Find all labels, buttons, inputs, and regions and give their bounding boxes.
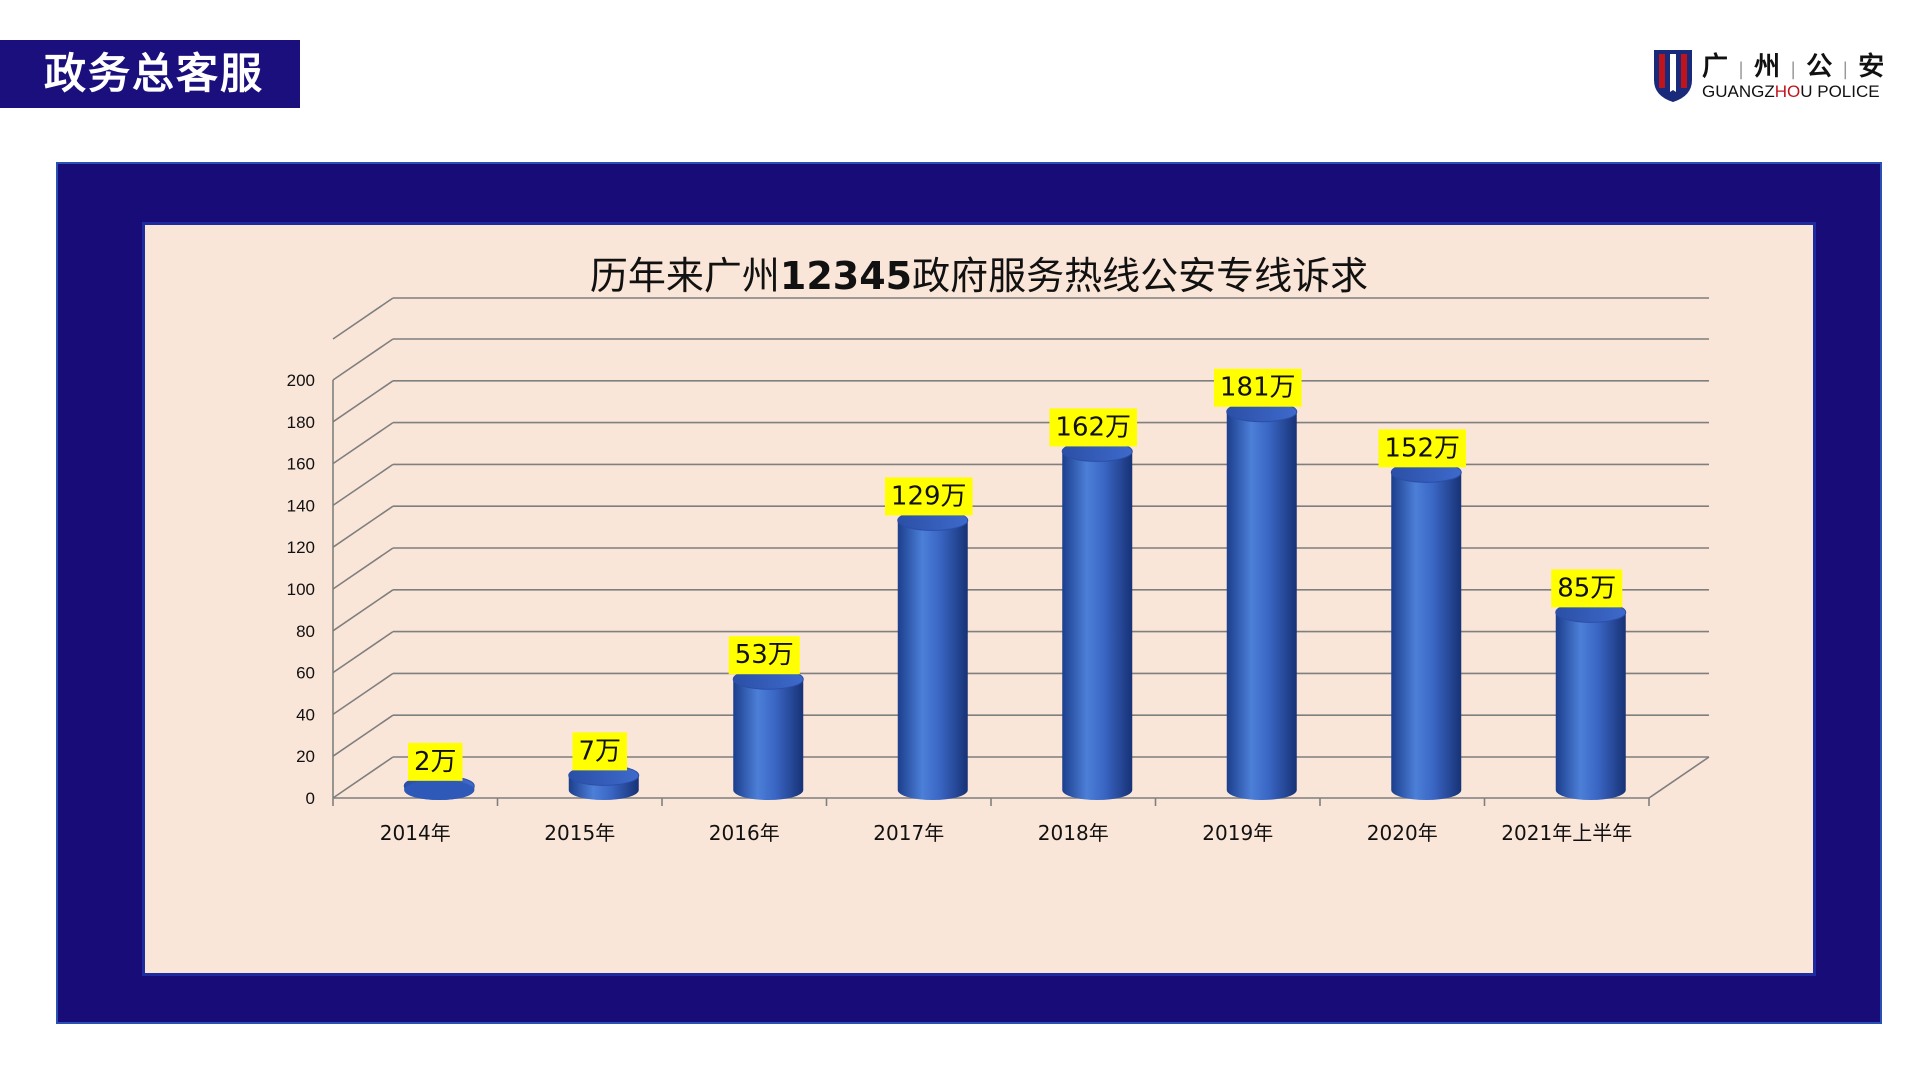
gridline-diagonal: [332, 505, 394, 548]
bar-top: [404, 780, 475, 800]
bar: [1226, 401, 1298, 800]
y-tick-label: 80: [296, 622, 315, 641]
x-category-label: 2021年上半年: [1501, 821, 1632, 845]
floor-edge: [1648, 756, 1710, 799]
x-category-label: 2014年: [380, 821, 451, 845]
y-tick-label: 0: [306, 789, 315, 808]
data-label: 129万: [884, 477, 973, 516]
gridline-diagonal: [332, 714, 394, 757]
gridline-diagonal: [332, 630, 394, 674]
bar-body: [1391, 472, 1462, 800]
data-label: 152万: [1378, 429, 1467, 468]
bar-body: [1226, 411, 1297, 800]
gridline-diagonal: [332, 421, 394, 465]
x-category-label: 2018年: [1038, 821, 1109, 845]
chart-title: 历年来广州12345政府服务热线公安专线诉求: [589, 254, 1369, 298]
x-category-label: 2016年: [709, 821, 780, 845]
data-label-text: 2万: [414, 747, 457, 777]
y-tick-label: 200: [287, 371, 315, 390]
logo-chinese-name: 广 | 州 | 公 | 安: [1702, 52, 1889, 82]
data-label-text: 181万: [1220, 373, 1296, 403]
x-category-label: 2020年: [1367, 821, 1438, 845]
data-label: 162万: [1049, 408, 1138, 447]
gridline-diagonal: [332, 672, 394, 716]
data-label-text: 162万: [1055, 412, 1131, 442]
data-label-box: [884, 477, 973, 516]
logo-english-name: GUANGZHOU POLICE: [1702, 82, 1880, 101]
data-label: 2万: [407, 742, 463, 781]
data-label-box: [1551, 569, 1623, 608]
bar: [1390, 461, 1462, 800]
data-label-box: [407, 742, 463, 781]
chart-frame: 历年来广州12345政府服务热线公安专线诉求 0 20 40 60 80 100 120 14…: [56, 162, 1882, 1024]
y-tick-label: 60: [296, 664, 315, 683]
gridline-diagonal: [332, 380, 394, 423]
data-label-box: [572, 732, 628, 771]
bar: [403, 775, 475, 800]
x-category-label: 2017年: [873, 821, 944, 845]
bar-body: [1555, 612, 1626, 800]
data-label-box: [1213, 368, 1302, 407]
y-tick-label: 40: [296, 705, 315, 724]
data-label-text: 129万: [891, 481, 967, 511]
gridline-diagonal: [332, 297, 394, 340]
data-label-box: [728, 636, 800, 675]
data-label-text: 7万: [578, 736, 621, 766]
gridline-diagonal: [332, 589, 394, 632]
data-label: 181万: [1213, 368, 1302, 407]
bar: [897, 509, 969, 800]
bar-chart: 0 20 40 60 80 100 120 140 160 180 200 2014年 2015年 201…: [287, 297, 1710, 845]
bar-body: [733, 679, 804, 800]
gridline-diagonal: [332, 756, 394, 799]
bar: [568, 764, 640, 800]
gridline-diagonal: [332, 338, 394, 381]
y-tick-label: 180: [287, 413, 315, 432]
y-tick-label: 160: [287, 455, 315, 474]
x-category-label: 2015年: [544, 821, 615, 845]
section-title: 政务总客服: [0, 40, 300, 108]
data-label: 85万: [1551, 569, 1623, 608]
bar-body: [1062, 451, 1133, 800]
y-tick-label: 100: [287, 580, 315, 599]
chart-panel: 历年来广州12345政府服务热线公安专线诉求 0 20 40 60 80 100 120 14…: [142, 222, 1816, 976]
gridline-diagonal: [332, 547, 394, 590]
data-label-box: [1049, 408, 1138, 447]
police-shield-icon: [1654, 50, 1692, 102]
guangzhou-police-logo: 广 | 州 | 公 | 安 GUANGZHOU POLICE: [1650, 44, 1912, 108]
data-label-text: 53万: [735, 640, 794, 670]
gridline-diagonal: [332, 463, 394, 507]
data-label-box: [1378, 429, 1467, 468]
x-category-label: 2019年: [1202, 821, 1273, 845]
data-label: 53万: [728, 636, 800, 675]
data-label: 7万: [572, 732, 628, 771]
y-tick-label: 120: [287, 538, 315, 557]
bar: [732, 668, 804, 800]
data-label-text: 85万: [1557, 573, 1616, 603]
bar: [1555, 601, 1627, 800]
bar-body: [897, 520, 968, 800]
data-label-text: 152万: [1384, 433, 1460, 463]
y-tick-label: 20: [296, 747, 315, 766]
y-tick-label: 140: [287, 496, 315, 515]
bar: [1061, 440, 1133, 800]
